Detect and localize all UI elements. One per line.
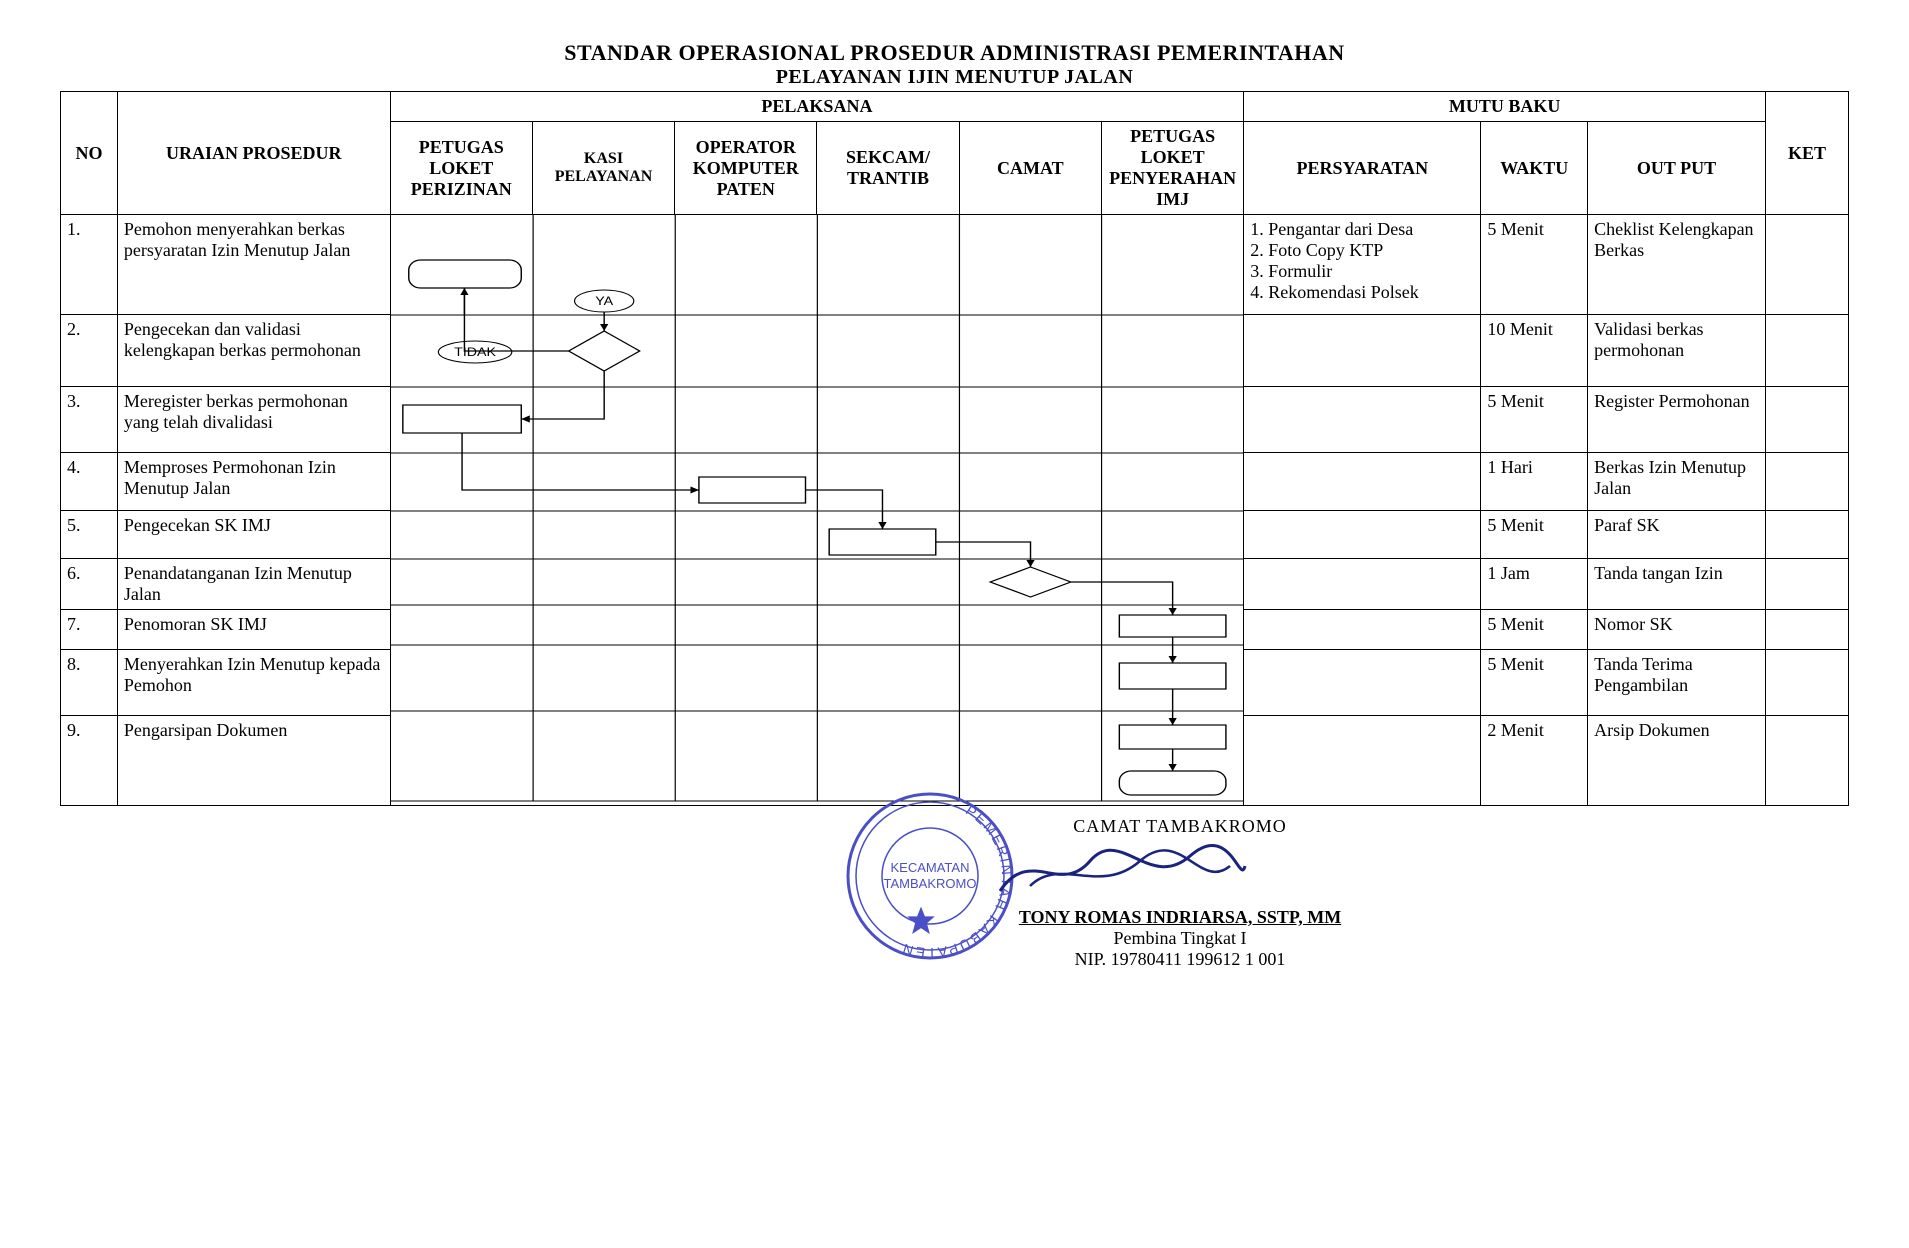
cell-output: Register Permohonan (1588, 387, 1766, 453)
signature-role: CAMAT TAMBAKROMO (930, 816, 1430, 837)
cell-waktu: 5 Menit (1481, 511, 1588, 559)
cell-no: 4. (61, 453, 118, 511)
table-row: 1.Pemohon menyerahkan berkas persyaratan… (61, 215, 1849, 315)
cell-uraian: Penandatanganan Izin Menutup Jalan (117, 559, 390, 610)
cell-waktu: 5 Menit (1481, 610, 1588, 650)
cell-persyaratan (1244, 716, 1481, 806)
cell-waktu: 5 Menit (1481, 387, 1588, 453)
cell-waktu: 1 Jam (1481, 559, 1588, 610)
th-pelaksana: PELAKSANA (390, 92, 1244, 122)
cell-uraian: Penomoran SK IMJ (117, 610, 390, 650)
sop-table: NO URAIAN PROSEDUR PELAKSANA MUTU BAKU K… (60, 91, 1849, 806)
cell-no: 9. (61, 716, 118, 806)
th-uraian: URAIAN PROSEDUR (117, 92, 390, 215)
cell-persyaratan (1244, 315, 1481, 387)
svg-text:YA: YA (595, 294, 613, 308)
th-waktu: WAKTU (1481, 122, 1588, 215)
svg-text:TAMBAKROMO: TAMBAKROMO (884, 876, 977, 891)
cell-persyaratan (1244, 610, 1481, 650)
flowchart-cell: YA TIDAK (390, 215, 1244, 806)
th-persyaratan: PERSYARATAN (1244, 122, 1481, 215)
cell-output: Tanda tangan Izin (1588, 559, 1766, 610)
cell-ket (1765, 716, 1848, 806)
cell-output: Arsip Dokumen (1588, 716, 1766, 806)
cell-output: Validasi berkas permohonan (1588, 315, 1766, 387)
cell-output: Paraf SK (1588, 511, 1766, 559)
th-exec-4: SEKCAM/ TRANTIB (817, 122, 959, 215)
cell-waktu: 5 Menit (1481, 650, 1588, 716)
cell-no: 6. (61, 559, 118, 610)
cell-uraian: Meregister berkas permohonan yang telah … (117, 387, 390, 453)
cell-waktu: 5 Menit (1481, 215, 1588, 315)
signature-scribble (990, 836, 1250, 906)
cell-persyaratan (1244, 650, 1481, 716)
cell-ket (1765, 650, 1848, 716)
cell-no: 7. (61, 610, 118, 650)
th-ket: KET (1765, 92, 1848, 215)
cell-ket (1765, 315, 1848, 387)
cell-persyaratan (1244, 387, 1481, 453)
cell-output: Tanda Terima Pengambilan (1588, 650, 1766, 716)
signature-name: TONY ROMAS INDRIARSA, SSTP, MM (930, 907, 1430, 928)
th-exec-1: PETUGAS LOKET PERIZINAN (390, 122, 532, 215)
cell-waktu: 10 Menit (1481, 315, 1588, 387)
cell-no: 5. (61, 511, 118, 559)
th-no: NO (61, 92, 118, 215)
cell-no: 8. (61, 650, 118, 716)
cell-output: Berkas Izin Menutup Jalan (1588, 453, 1766, 511)
signature-nip: NIP. 19780411 199612 1 001 (930, 949, 1430, 970)
cell-uraian: Menyerahkan Izin Menutup kepada Pemohon (117, 650, 390, 716)
cell-waktu: 1 Hari (1481, 453, 1588, 511)
cell-ket (1765, 453, 1848, 511)
cell-uraian: Pengarsipan Dokumen (117, 716, 390, 806)
signature-block: PEMERINTAH KABUPATEN KECAMATAN TAMBAKROM… (60, 816, 1849, 1036)
cell-ket (1765, 511, 1848, 559)
doc-title-line1: STANDAR OPERASIONAL PROSEDUR ADMINISTRAS… (60, 40, 1849, 66)
cell-persyaratan: 1. Pengantar dari Desa 2. Foto Copy KTP … (1244, 215, 1481, 315)
cell-uraian: Pengecekan SK IMJ (117, 511, 390, 559)
cell-persyaratan (1244, 453, 1481, 511)
cell-uraian: Pengecekan dan validasi kelengkapan berk… (117, 315, 390, 387)
th-exec-6: PETUGAS LOKET PENYERAHAN IMJ (1101, 122, 1243, 215)
cell-no: 2. (61, 315, 118, 387)
cell-uraian: Memproses Permohonan Izin Menutup Jalan (117, 453, 390, 511)
cell-output: Cheklist Kelengkapan Berkas (1588, 215, 1766, 315)
cell-ket (1765, 215, 1848, 315)
cell-uraian: Pemohon menyerahkan berkas persyaratan I… (117, 215, 390, 315)
svg-text:KECAMATAN: KECAMATAN (891, 860, 970, 875)
cell-persyaratan (1244, 511, 1481, 559)
signature-rank: Pembina Tingkat I (930, 928, 1430, 949)
svg-text:TIDAK: TIDAK (454, 345, 496, 359)
cell-persyaratan (1244, 559, 1481, 610)
doc-title-line2: PELAYANAN IJIN MENUTUP JALAN (60, 66, 1849, 89)
th-exec-5: CAMAT (959, 122, 1101, 215)
cell-no: 3. (61, 387, 118, 453)
cell-ket (1765, 387, 1848, 453)
cell-no: 1. (61, 215, 118, 315)
cell-ket (1765, 559, 1848, 610)
th-exec-2: KASI PELAYANAN (532, 122, 674, 215)
cell-waktu: 2 Menit (1481, 716, 1588, 806)
th-output: OUT PUT (1588, 122, 1766, 215)
th-mutu: MUTU BAKU (1244, 92, 1766, 122)
cell-output: Nomor SK (1588, 610, 1766, 650)
th-exec-3: OPERATOR KOMPUTER PATEN (675, 122, 817, 215)
cell-ket (1765, 610, 1848, 650)
